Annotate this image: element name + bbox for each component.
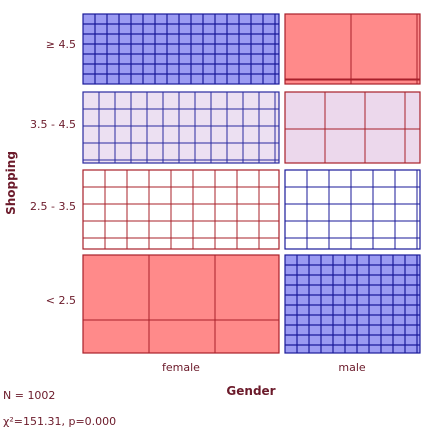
x-axis-title: Gender: [226, 384, 275, 398]
mosaic-cell-female-0: [82, 13, 280, 85]
mosaic-cell-female-3: [82, 254, 280, 354]
mosaic-cell-male-3: [284, 254, 421, 354]
mosaic-cell-rect: [284, 13, 421, 85]
y-tick-label: 2.5 - 3.5: [30, 200, 76, 213]
mosaic-cell-rect: [82, 254, 280, 354]
mosaic-cell-rect: [82, 13, 280, 85]
y-tick-label: < 2.5: [46, 294, 76, 307]
mosaic-cell-female-2: [82, 169, 280, 250]
y-axis-title: Shopping: [4, 151, 18, 215]
mosaic-cell-rect: [82, 169, 280, 250]
chi-square-label: χ²=151.31, p=0.000: [3, 415, 117, 428]
mosaic-cell-rect: [284, 254, 421, 354]
x-tick-label: male: [338, 361, 366, 374]
mosaic-cell-male-0: [284, 13, 421, 85]
x-tick-label: female: [162, 361, 200, 374]
mosaic-cell-male-2: [284, 169, 421, 250]
mosaic-cell-rect: [82, 91, 280, 164]
y-tick-label: 3.5 - 4.5: [30, 118, 76, 131]
mosaic-cell-male-1: [284, 91, 421, 164]
mosaic-cell-female-1: [82, 91, 280, 164]
sample-size-label: N = 1002: [3, 389, 56, 402]
mosaic-cell-rect: [284, 169, 421, 250]
mosaic-cell-rect: [284, 91, 421, 164]
y-tick-label: ≥ 4.5: [46, 38, 76, 51]
